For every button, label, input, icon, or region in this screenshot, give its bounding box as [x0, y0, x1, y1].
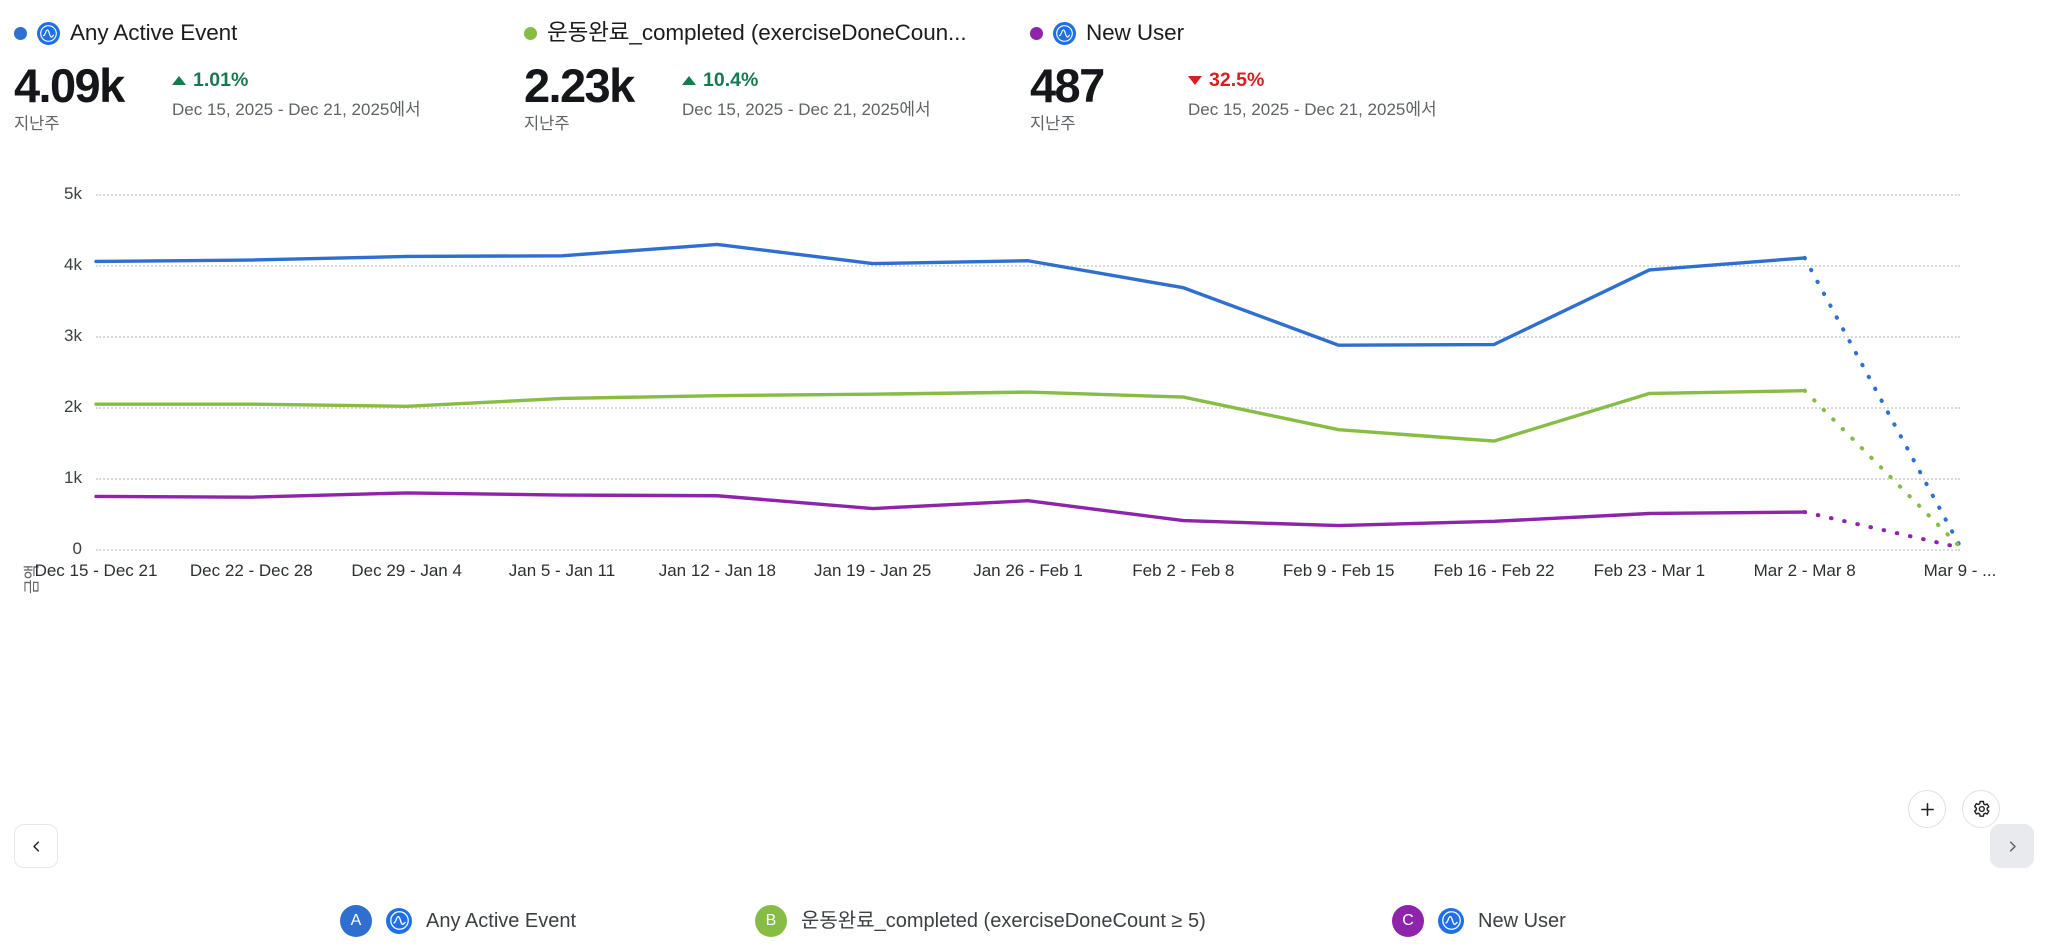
kpi-value-block: 4.09k 지난주: [14, 60, 172, 134]
x-axis-tick-label: Jan 5 - Jan 11: [508, 561, 616, 580]
settings-gear-button[interactable]: [1962, 790, 2000, 828]
kpi-period-label: 지난주: [524, 115, 570, 133]
kpi-body: 487 지난주 32.5% Dec 15, 2025 - Dec 21, 202…: [1030, 60, 1530, 134]
gridline: [96, 549, 1960, 551]
x-axis-tick-label: Feb 23 - Mar 1: [1593, 561, 1706, 580]
x-axis-tick-label: Feb 16 - Feb 22: [1433, 561, 1555, 580]
gridline: [96, 194, 1960, 196]
amplitude-event-icon: [37, 21, 60, 45]
kpi-comparison-range: Dec 15, 2025 - Dec 21, 2025에서: [1188, 100, 1437, 119]
series-container: [94, 242, 1962, 550]
kpi-period-label: 지난주: [14, 115, 60, 133]
kpi-comparison-range: Dec 15, 2025 - Dec 21, 2025에서: [172, 100, 421, 119]
gridline: [96, 478, 1960, 480]
kpi-delta-value: 1.01%: [193, 69, 249, 91]
kpi-delta-value: 10.4%: [703, 69, 759, 91]
legend-key-badge: A: [340, 904, 372, 937]
chart-legend: A Any Active Event B 운동완료_completed (exe…: [0, 890, 2048, 951]
x-axis-tick-label: Dec 15 - Dec 21: [34, 561, 158, 580]
kpi-delta: 32.5%: [1188, 68, 1530, 92]
legend-label: New User: [1478, 909, 1566, 932]
kpi-value-block: 487 지난주: [1030, 60, 1188, 134]
series-color-dot: [1030, 26, 1043, 40]
trend-up-icon: [172, 75, 186, 85]
series-projected-line: [1802, 255, 1962, 549]
kpi-card-any-active-event: Any Active Event 4.09k 지난주 1.01% Dec 15,…: [14, 18, 514, 134]
kpi-body: 2.23k 지난주 10.4% Dec 15, 2025 - Dec 21, 2…: [524, 60, 1044, 134]
kpi-header: Any Active Event: [14, 18, 514, 48]
gridline: [96, 407, 1960, 409]
legend-item-new-user[interactable]: C New User: [1392, 904, 1566, 937]
trend-up-icon: [682, 75, 696, 85]
kpi-header: 운동완료_completed (exerciseDoneCoun...: [524, 18, 1044, 48]
kpi-value: 2.23k: [524, 59, 635, 112]
x-axis-tick-label: Dec 22 - Dec 28: [189, 561, 313, 580]
x-axis-tick-label: Jan 19 - Jan 25: [814, 561, 932, 580]
kpi-body: 4.09k 지난주 1.01% Dec 15, 2025 - Dec 21, 2…: [14, 60, 514, 134]
kpi-period-label: 지난주: [1030, 115, 1076, 133]
kpi-header: New User: [1030, 18, 1530, 48]
y-axis-tick-label: 2k: [64, 397, 82, 416]
x-axis-tick-label: Mar 9 - ...: [1923, 561, 1997, 580]
legend-label: 운동완료_completed (exerciseDoneCount ≥ 5): [801, 909, 1206, 932]
legend-key-badge: C: [1392, 904, 1424, 937]
kpi-delta: 10.4%: [682, 68, 1044, 92]
legend-item-any-active-event[interactable]: A Any Active Event: [340, 904, 577, 937]
x-axis: Dec 15 - Dec 21 Dec 22 - Dec 28 Dec 29 - J…: [35, 558, 1997, 618]
next-chart-button[interactable]: [1990, 824, 2034, 868]
kpi-card-new-user: New User 487 지난주 32.5% Dec 15, 2025 - De…: [1030, 18, 1530, 134]
series-projected-line: [1802, 510, 1962, 550]
kpi-card-exercise-done: 운동완료_completed (exerciseDoneCoun... 2.23…: [524, 18, 1044, 134]
legend-key-badge: B: [755, 904, 787, 937]
y-axis-tick-label: 5k: [64, 184, 82, 203]
x-axis-tick-label: Jan 12 - Jan 18: [658, 561, 776, 580]
y-axis-tick-label: 0: [72, 539, 82, 558]
kpi-title: Any Active Event: [70, 20, 238, 45]
x-axis-tick-label: Jan 26 - Feb 1: [973, 561, 1083, 580]
x-axis-tick-label: Mar 2 - Mar 8: [1753, 561, 1856, 580]
kpi-delta-block: 1.01% Dec 15, 2025 - Dec 21, 2025에서: [172, 60, 514, 121]
trend-down-icon: [1188, 75, 1202, 85]
x-axis-tick-label: Feb 9 - Feb 15: [1282, 561, 1395, 580]
kpi-title: New User: [1086, 20, 1184, 45]
amplitude-event-icon: [1438, 907, 1464, 934]
gridline: [96, 265, 1960, 267]
y-axis-tick-label: 4k: [64, 255, 82, 274]
plot-area: 0 1k 2k 3k 4k 5k: [64, 184, 1962, 558]
y-axis-tick-label: 3k: [64, 326, 82, 345]
amplitude-event-icon: [386, 907, 412, 934]
legend-label: Any Active Event: [426, 909, 577, 932]
kpi-delta: 1.01%: [172, 68, 514, 92]
amplitude-event-icon: [1053, 21, 1076, 45]
chart-controls: [1908, 790, 2000, 828]
kpi-delta-value: 32.5%: [1209, 69, 1265, 91]
series-line: [94, 491, 1807, 528]
y-axis-tick-label: 1k: [64, 468, 82, 487]
series-line: [94, 242, 1807, 347]
kpi-value-block: 2.23k 지난주: [524, 60, 682, 134]
gridline: [96, 336, 1960, 338]
series-projected-line: [1802, 388, 1962, 549]
kpi-title: 운동완료_completed (exerciseDoneCoun...: [547, 20, 967, 45]
x-axis-tick-label: Feb 2 - Feb 8: [1132, 561, 1235, 580]
legend-item-exercise-done[interactable]: B 운동완료_completed (exerciseDoneCount ≥ 5): [755, 904, 1206, 937]
series-line: [94, 388, 1807, 443]
line-chart: 금액 0 1k 2k 3k 4k 5k Dec 15 - Dec 21 Dec 22 - D…: [0, 184, 2048, 606]
kpi-value: 487: [1030, 59, 1105, 112]
add-chart-button[interactable]: [1908, 790, 1946, 828]
kpi-summary-strip: Any Active Event 4.09k 지난주 1.01% Dec 15,…: [0, 0, 2048, 186]
kpi-value: 4.09k: [14, 59, 125, 112]
kpi-delta-block: 32.5% Dec 15, 2025 - Dec 21, 2025에서: [1188, 60, 1530, 121]
series-color-dot: [524, 26, 537, 40]
kpi-comparison-range: Dec 15, 2025 - Dec 21, 2025에서: [682, 100, 931, 119]
previous-chart-button[interactable]: [14, 824, 58, 868]
x-axis-tick-label: Dec 29 - Jan 4: [351, 561, 462, 580]
series-color-dot: [14, 26, 27, 40]
kpi-delta-block: 10.4% Dec 15, 2025 - Dec 21, 2025에서: [682, 60, 1044, 121]
